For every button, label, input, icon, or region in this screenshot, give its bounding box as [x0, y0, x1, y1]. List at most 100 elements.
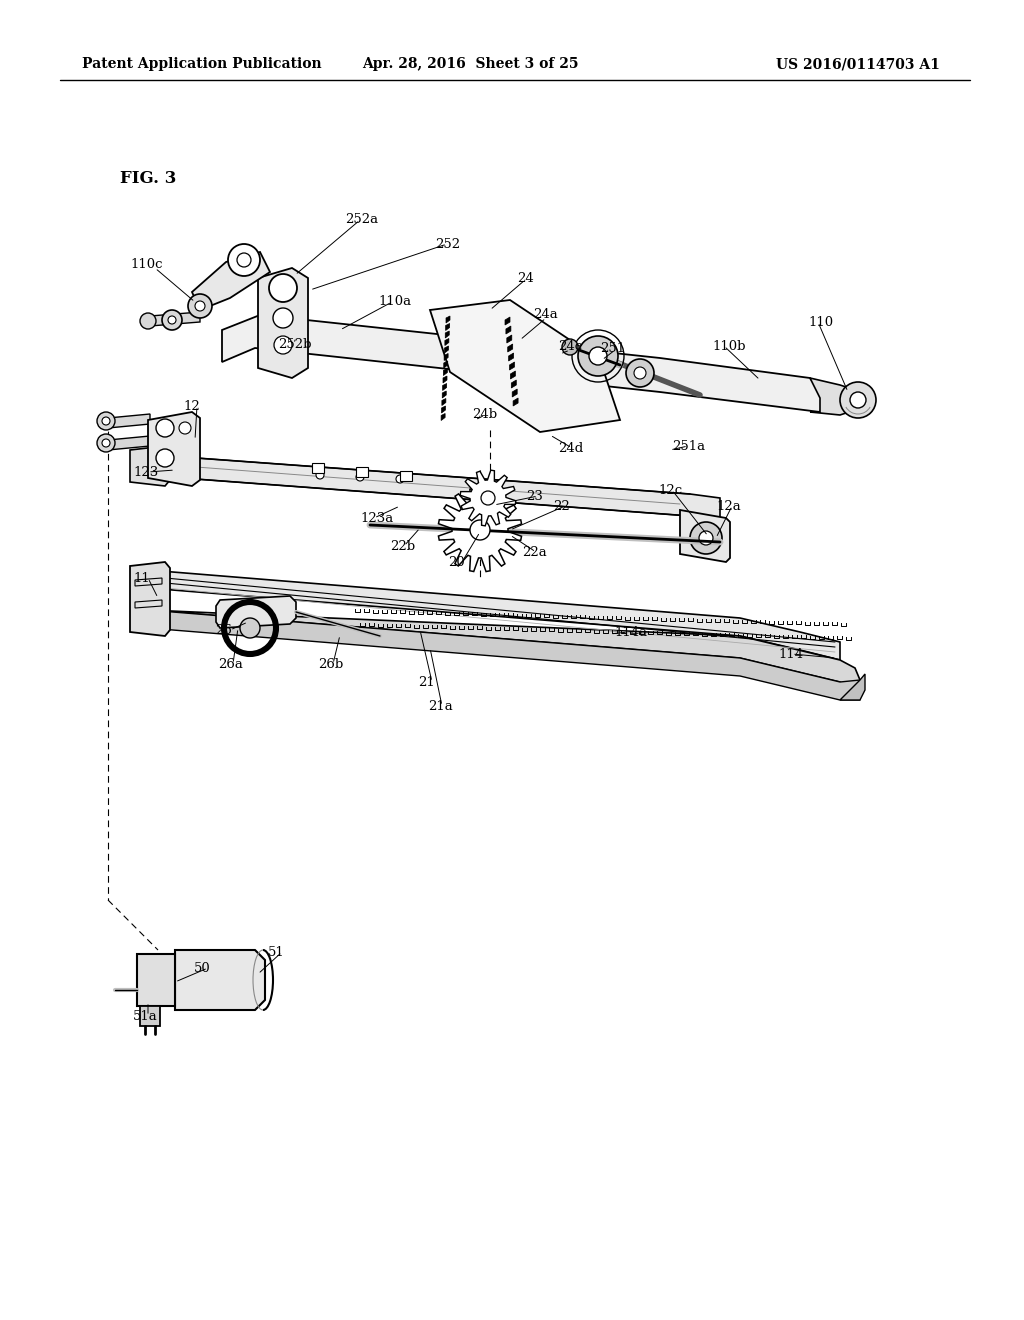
Text: 20: 20	[449, 556, 465, 569]
Polygon shape	[137, 954, 175, 1006]
Text: 12c: 12c	[658, 484, 682, 498]
Text: 110a: 110a	[378, 294, 411, 308]
Polygon shape	[445, 331, 450, 338]
Polygon shape	[148, 570, 840, 660]
Circle shape	[156, 418, 174, 437]
Polygon shape	[148, 610, 860, 700]
Text: FIG. 3: FIG. 3	[120, 170, 176, 187]
Polygon shape	[430, 300, 620, 432]
Text: 21: 21	[418, 676, 435, 689]
Circle shape	[634, 367, 646, 379]
Circle shape	[481, 491, 495, 506]
Polygon shape	[438, 488, 521, 572]
Text: 110: 110	[808, 315, 834, 329]
Polygon shape	[130, 562, 170, 636]
Circle shape	[690, 521, 722, 554]
Text: 24d: 24d	[558, 442, 584, 455]
Polygon shape	[506, 326, 511, 334]
Polygon shape	[140, 1006, 160, 1026]
Polygon shape	[510, 371, 515, 379]
Polygon shape	[108, 414, 150, 428]
Text: 252: 252	[435, 238, 460, 251]
Text: 51: 51	[268, 946, 285, 960]
Text: 51a: 51a	[133, 1010, 158, 1023]
Circle shape	[269, 275, 297, 302]
Polygon shape	[512, 389, 517, 397]
Text: 22b: 22b	[390, 540, 415, 553]
Text: 123: 123	[133, 466, 159, 479]
Polygon shape	[148, 610, 860, 692]
Polygon shape	[400, 471, 412, 480]
Circle shape	[589, 347, 607, 366]
Circle shape	[240, 618, 260, 638]
Text: 251: 251	[600, 342, 625, 355]
Polygon shape	[148, 412, 200, 486]
Polygon shape	[130, 446, 170, 486]
Circle shape	[228, 244, 260, 276]
Circle shape	[140, 313, 156, 329]
Text: Patent Application Publication: Patent Application Publication	[82, 57, 322, 71]
Polygon shape	[443, 360, 447, 368]
Text: 110b: 110b	[712, 341, 745, 352]
Circle shape	[470, 520, 490, 540]
Polygon shape	[446, 315, 450, 323]
Text: 24b: 24b	[472, 408, 497, 421]
Text: 123a: 123a	[360, 512, 393, 525]
Text: 26a: 26a	[218, 657, 243, 671]
Text: 12: 12	[183, 400, 200, 413]
Text: 114a: 114a	[614, 626, 647, 639]
Polygon shape	[680, 510, 730, 562]
Polygon shape	[444, 338, 449, 346]
Text: 50: 50	[194, 962, 211, 975]
Text: 114: 114	[778, 648, 803, 661]
Polygon shape	[216, 597, 296, 628]
Text: 110c: 110c	[130, 257, 163, 271]
Text: 26: 26	[215, 624, 231, 638]
Polygon shape	[442, 384, 446, 391]
Text: 12a: 12a	[716, 500, 740, 513]
Polygon shape	[175, 950, 265, 1010]
Circle shape	[840, 381, 876, 418]
Polygon shape	[840, 675, 865, 700]
Text: 22: 22	[553, 500, 569, 513]
Circle shape	[562, 339, 578, 355]
Text: 252b: 252b	[278, 338, 311, 351]
Circle shape	[195, 301, 205, 312]
Polygon shape	[509, 352, 514, 360]
Polygon shape	[108, 436, 150, 450]
Circle shape	[316, 471, 324, 479]
Polygon shape	[507, 335, 512, 343]
Text: 11: 11	[133, 572, 150, 585]
Polygon shape	[810, 378, 855, 414]
Polygon shape	[312, 463, 324, 473]
Text: 24c: 24c	[558, 341, 582, 352]
Polygon shape	[222, 315, 825, 412]
Text: 252a: 252a	[345, 213, 378, 226]
Text: Apr. 28, 2016  Sheet 3 of 25: Apr. 28, 2016 Sheet 3 of 25	[361, 57, 579, 71]
Polygon shape	[442, 391, 446, 399]
Polygon shape	[356, 467, 368, 477]
Polygon shape	[193, 252, 270, 310]
Text: 22a: 22a	[522, 546, 547, 558]
Polygon shape	[150, 312, 200, 326]
Circle shape	[699, 531, 713, 545]
Polygon shape	[443, 368, 447, 375]
Circle shape	[97, 434, 115, 451]
Text: 23: 23	[526, 490, 543, 503]
Polygon shape	[510, 362, 514, 370]
Circle shape	[156, 449, 174, 467]
Polygon shape	[443, 376, 447, 383]
Circle shape	[396, 475, 404, 483]
Text: 24a: 24a	[534, 308, 558, 321]
Polygon shape	[444, 346, 449, 352]
Circle shape	[188, 294, 212, 318]
Circle shape	[102, 417, 110, 425]
Circle shape	[162, 310, 182, 330]
Polygon shape	[155, 455, 720, 520]
Text: 26b: 26b	[318, 657, 343, 671]
Text: US 2016/0114703 A1: US 2016/0114703 A1	[776, 57, 940, 71]
Polygon shape	[513, 399, 518, 407]
Polygon shape	[460, 470, 516, 525]
Circle shape	[168, 315, 176, 323]
Circle shape	[237, 253, 251, 267]
